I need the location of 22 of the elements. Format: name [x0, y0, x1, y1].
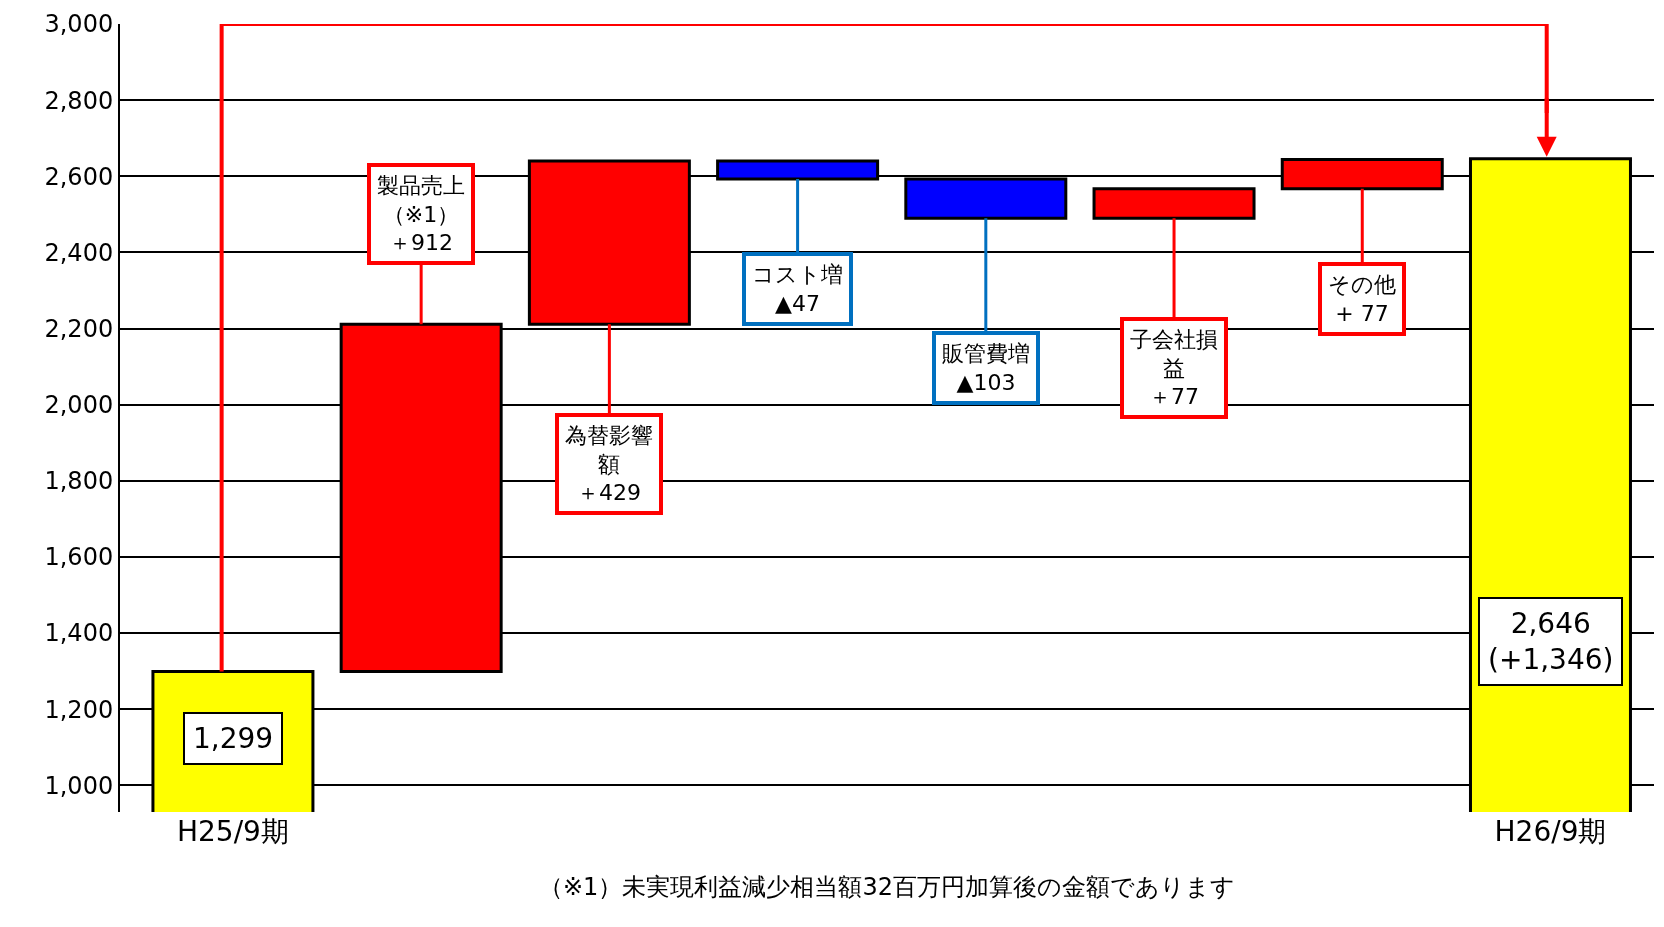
y-tick-label: 2,200: [44, 314, 114, 343]
y-tick-label: 2,600: [44, 162, 114, 191]
data-label: 2,646 (+1,346): [1488, 607, 1614, 677]
y-tick-label: 1,400: [44, 619, 114, 648]
y-tick-label: 2,400: [44, 238, 114, 267]
y-tick-label: 1,000: [44, 771, 114, 800]
y-tick-label: 1,600: [44, 543, 114, 572]
data-label: 為替影響額＋429: [565, 423, 653, 506]
data-label: 1,299: [193, 722, 274, 755]
data-label: 販管費増 ▲103: [942, 341, 1030, 395]
x-tick-label: H25/9期: [176, 815, 289, 848]
y-tick-label: 1,200: [44, 695, 114, 724]
data-label: 製品売上（※1）＋912: [377, 173, 465, 256]
data-label: コスト増 ▲47: [752, 262, 843, 316]
y-tick-label: 3,000: [44, 10, 114, 39]
text: （※1）未実現利益減少相当額32百万円加算後の金額であります: [539, 873, 1235, 901]
y-tick-label: 2,000: [44, 391, 114, 420]
x-tick-label: H26/9期: [1494, 815, 1607, 848]
y-tick-label: 1,800: [44, 467, 114, 496]
data-label: 子会社損益＋77: [1130, 327, 1218, 410]
y-tick-label: 2,800: [44, 86, 114, 115]
data-label: その他 + 77: [1328, 272, 1396, 326]
